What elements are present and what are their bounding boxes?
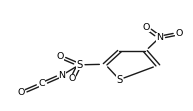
Text: O: O [18, 88, 25, 97]
Text: N: N [58, 71, 65, 80]
Text: S: S [76, 60, 82, 70]
Text: N: N [156, 33, 163, 42]
Text: O: O [175, 29, 183, 38]
Text: O: O [143, 23, 150, 32]
Text: C: C [39, 79, 45, 88]
Text: O: O [69, 74, 76, 83]
Text: S: S [116, 75, 123, 85]
Text: O: O [56, 52, 64, 61]
